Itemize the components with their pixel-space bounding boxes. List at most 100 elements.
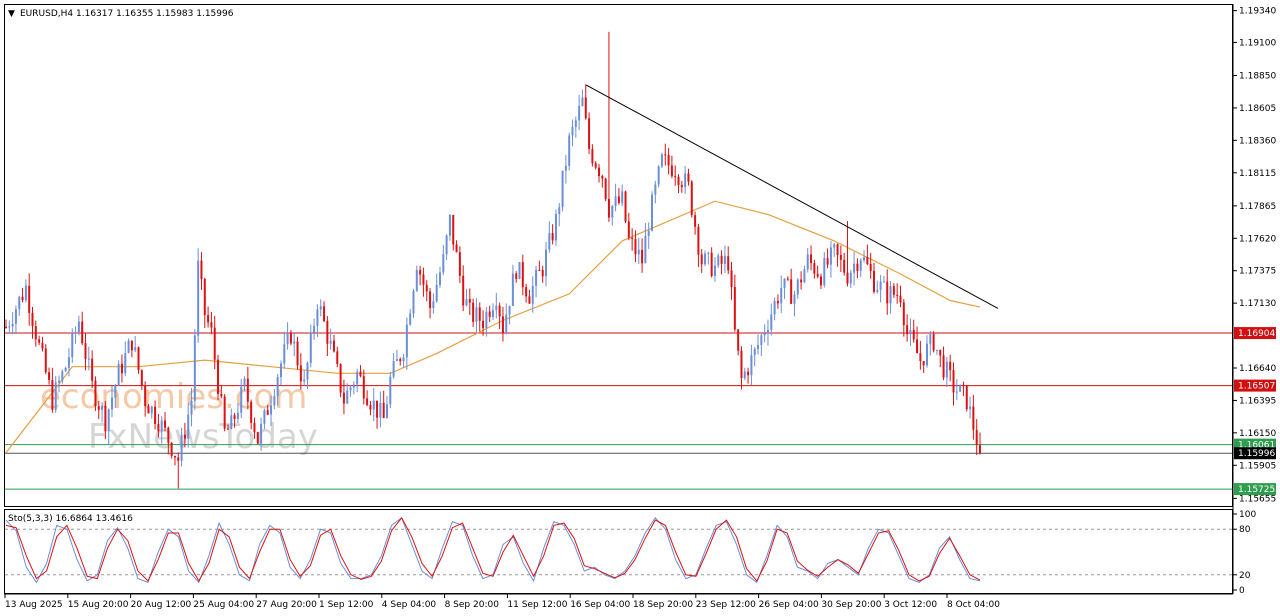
- candle: [220, 385, 223, 399]
- candle: [554, 209, 557, 246]
- candle: [793, 290, 796, 317]
- candle: [498, 302, 501, 329]
- price-tag: [1234, 327, 1276, 340]
- candle: [24, 279, 27, 303]
- candle: [723, 245, 726, 274]
- candle: [270, 395, 273, 426]
- time-tick-label: 30 Sep 20:00: [821, 600, 881, 610]
- candle: [651, 191, 654, 232]
- price-tick-label: 1.15905: [1239, 461, 1276, 471]
- candle: [902, 299, 905, 337]
- candle: [31, 306, 34, 339]
- candle: [800, 271, 803, 290]
- candle: [846, 221, 849, 287]
- candle: [130, 340, 133, 358]
- stoch-panel: [4, 509, 1233, 594]
- stoch-main-line: [5, 516, 981, 584]
- candle: [485, 307, 488, 337]
- candle: [909, 318, 912, 346]
- stoch-tick-label: 0: [1239, 586, 1245, 596]
- candle: [263, 408, 266, 430]
- candle: [164, 412, 167, 432]
- candle: [743, 367, 746, 381]
- candle: [604, 177, 607, 202]
- candle: [306, 361, 309, 389]
- candle: [94, 376, 97, 411]
- price-tick-label: 1.19340: [1239, 7, 1276, 17]
- candle: [919, 340, 922, 370]
- candle: [246, 366, 249, 410]
- candle: [594, 161, 597, 170]
- candle: [697, 223, 700, 267]
- candle: [945, 357, 948, 388]
- candle: [193, 329, 196, 411]
- candle: [58, 375, 61, 393]
- candle: [694, 211, 697, 235]
- candle: [187, 402, 190, 448]
- candle: [611, 204, 614, 226]
- candle: [876, 280, 879, 294]
- candle: [505, 303, 508, 335]
- candle: [101, 402, 104, 423]
- candle: [8, 320, 11, 334]
- candle: [173, 455, 176, 466]
- candle: [144, 381, 147, 417]
- candle: [170, 441, 173, 459]
- candle: [372, 387, 375, 422]
- candle: [203, 277, 206, 329]
- candle: [578, 94, 581, 131]
- ohlc-values: 1.16317 1.16355 1.15983 1.15996: [76, 9, 234, 19]
- candle: [51, 367, 54, 413]
- time-tick-label: 25 Aug 04:00: [193, 600, 254, 610]
- candle: [531, 276, 534, 313]
- candle: [657, 165, 660, 188]
- candle: [482, 310, 485, 336]
- candle: [495, 292, 498, 319]
- candle: [455, 240, 458, 253]
- candle: [253, 417, 256, 439]
- price-tag-label: 1.16904: [1238, 329, 1275, 339]
- candle: [740, 346, 743, 390]
- candle: [906, 314, 909, 342]
- candle: [124, 341, 127, 377]
- candle: [574, 116, 577, 138]
- price-tick-label: 1.16395: [1239, 396, 1276, 406]
- candle: [545, 241, 548, 287]
- candle: [783, 278, 786, 300]
- candle: [313, 318, 316, 341]
- candle: [969, 396, 972, 419]
- candle: [773, 297, 776, 321]
- candle: [326, 316, 329, 356]
- candle: [64, 366, 67, 372]
- candle: [81, 311, 84, 345]
- candle: [117, 360, 120, 386]
- candle: [488, 305, 491, 322]
- time-tick-label: 4 Sep 04:00: [382, 600, 437, 610]
- time-tick-label: 26 Sep 04:00: [759, 600, 819, 610]
- price-tick-label: 1.18850: [1239, 72, 1276, 82]
- candle: [664, 143, 667, 166]
- candle: [465, 288, 468, 307]
- candle: [508, 305, 511, 325]
- price-tick-label: 1.16640: [1239, 364, 1276, 374]
- candle: [296, 336, 299, 370]
- candle: [551, 224, 554, 245]
- candle: [273, 388, 276, 410]
- watermark-fxnewstoday: FxNewsToday: [88, 417, 318, 457]
- candle: [336, 346, 339, 368]
- candle: [492, 303, 494, 321]
- candle: [84, 333, 87, 371]
- candle: [309, 324, 312, 368]
- candle: [687, 168, 690, 186]
- candle: [912, 319, 915, 343]
- descending-trendline[interactable]: [585, 84, 999, 309]
- price-tick-label: 1.17865: [1239, 202, 1276, 212]
- candle: [167, 426, 170, 455]
- dropdown-arrow-icon[interactable]: ▼: [8, 9, 15, 19]
- time-tick-label: 15 Aug 20:00: [68, 600, 129, 610]
- candle: [21, 287, 24, 303]
- candle: [236, 402, 239, 423]
- candle: [329, 328, 332, 350]
- symbol-timeframe: EURUSD,H4: [20, 9, 73, 19]
- candle: [627, 212, 630, 241]
